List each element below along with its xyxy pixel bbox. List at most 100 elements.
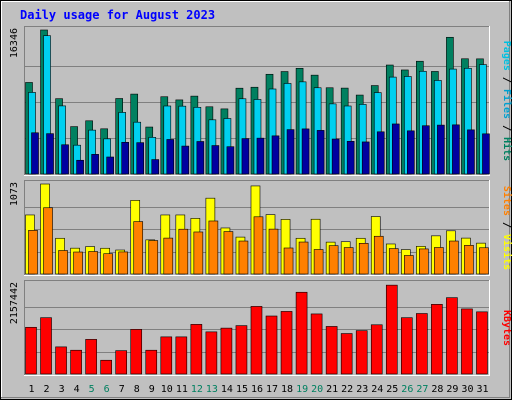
x-tick-label: 31: [476, 384, 488, 395]
bar-pages-day-29: [452, 124, 460, 175]
bar-sites-day-6: [103, 253, 113, 275]
bar-pages-day-22: [346, 141, 355, 175]
bar-kbytes-day-5: [85, 339, 97, 375]
bar-sites-day-18: [283, 247, 294, 275]
x-tick-label: 19: [296, 384, 308, 395]
bar-pages-day-2: [46, 133, 54, 175]
bar-kbytes-day-17: [265, 315, 278, 375]
bar-sites-day-21: [328, 245, 339, 275]
x-tick-label: 4: [74, 384, 80, 395]
panel-visitors-max-label: 1073: [9, 182, 20, 206]
panel-requests-max-label: 16346: [9, 28, 20, 58]
legend-part: Pages: [501, 41, 512, 71]
bar-sites-day-30: [464, 245, 474, 275]
legend-part: KBytes: [501, 310, 512, 346]
x-tick-label: 27: [416, 384, 428, 395]
legend-part: /: [501, 119, 512, 137]
bar-sites-day-15: [238, 240, 249, 275]
bar-pages-day-24: [376, 131, 385, 175]
bar-pages-day-16: [256, 137, 265, 175]
bar-kbytes-day-27: [416, 313, 428, 375]
bar-pages-day-17: [271, 135, 280, 175]
x-tick-label: 14: [221, 384, 233, 395]
bar-sites-day-26: [404, 255, 414, 275]
bar-kbytes-day-15: [235, 325, 248, 375]
x-tick-label: 24: [371, 384, 383, 395]
bar-kbytes-day-16: [250, 306, 263, 375]
bar-pages-day-27: [422, 125, 430, 175]
bar-sites-day-5: [88, 251, 98, 275]
bar-sites-day-2: [43, 207, 53, 275]
bar-pages-day-6: [106, 156, 114, 175]
bar-sites-day-28: [434, 247, 444, 275]
x-tick-label: 22: [341, 384, 353, 395]
x-tick-label: 23: [356, 384, 368, 395]
legend-part: Sites: [501, 186, 512, 216]
bar-sites-day-20: [313, 249, 324, 275]
x-tick-label: 17: [266, 384, 278, 395]
panel-requests: 16346 Pages / Files / Hits: [9, 26, 512, 176]
bar-sites-day-27: [419, 248, 429, 275]
bar-pages-day-4: [76, 159, 84, 175]
bar-sites-day-10: [163, 237, 174, 275]
bar-sites-day-23: [358, 243, 369, 275]
bar-pages-day-9: [151, 159, 160, 175]
bar-sites-day-22: [343, 247, 354, 275]
bar-sites-day-24: [373, 235, 384, 275]
bar-pages-day-28: [437, 124, 445, 175]
bar-pages-day-18: [286, 129, 295, 175]
x-tick-label: 29: [446, 384, 458, 395]
x-tick-label: 26: [401, 384, 413, 395]
bar-sites-day-16: [253, 216, 264, 275]
bar-pages-day-10: [166, 139, 175, 175]
bar-pages-day-14: [226, 146, 235, 175]
bar-kbytes-day-6: [100, 359, 112, 375]
bar-kbytes-day-29: [446, 297, 458, 375]
x-tick-label: 12: [191, 384, 203, 395]
bar-kbytes-day-22: [340, 333, 353, 375]
chart-title: Daily usage for August 2023: [20, 8, 215, 22]
panel-kbytes-max-label: 2157442: [9, 282, 20, 324]
x-tick-label: 1: [29, 384, 35, 395]
bar-pages-day-1: [31, 132, 39, 175]
legend-part: /: [501, 216, 512, 234]
legend-part: Hits: [501, 137, 512, 161]
bar-pages-day-8: [136, 142, 145, 175]
bar-pages-day-25: [391, 123, 400, 175]
bar-pages-day-12: [196, 141, 205, 175]
bar-sites-day-25: [388, 248, 399, 275]
bar-kbytes-day-19: [295, 291, 308, 375]
bar-kbytes-day-7: [115, 350, 127, 375]
bar-sites-day-7: [118, 251, 128, 275]
bar-sites-day-31: [479, 247, 489, 275]
bar-kbytes-day-1: [25, 326, 37, 375]
bar-sites-day-17: [268, 228, 279, 275]
bar-kbytes-day-21: [325, 326, 338, 375]
bar-pages-day-7: [121, 141, 129, 175]
x-tick-label: 28: [431, 384, 443, 395]
bar-kbytes-day-8: [130, 329, 143, 375]
bar-sites-day-14: [223, 231, 234, 275]
bar-pages-day-5: [91, 154, 99, 175]
bar-pages-day-15: [241, 138, 250, 175]
x-tick-label: 8: [134, 384, 140, 395]
bar-pages-day-30: [467, 129, 475, 175]
bar-kbytes-day-11: [175, 336, 188, 375]
x-tick-label: 13: [206, 384, 218, 395]
bar-sites-day-12: [193, 231, 204, 275]
bar-sites-day-3: [58, 250, 68, 275]
bar-kbytes-day-2: [40, 317, 52, 375]
bar-pages-day-20: [316, 130, 325, 175]
bar-sites-day-11: [178, 228, 189, 275]
x-tick-label: 10: [161, 384, 173, 395]
bar-sites-day-9: [148, 240, 159, 275]
bar-pages-day-11: [181, 145, 190, 175]
x-tick-label: 6: [104, 384, 110, 395]
bar-kbytes-day-28: [431, 304, 443, 375]
panel-requests-legend-label: Pages / Files / Hits: [501, 41, 512, 161]
bar-pages-day-31: [482, 133, 490, 175]
bar-kbytes-day-24: [370, 324, 383, 375]
panel-kbytes: 2157442 KBytes: [9, 280, 512, 376]
bar-pages-day-21: [331, 138, 340, 175]
